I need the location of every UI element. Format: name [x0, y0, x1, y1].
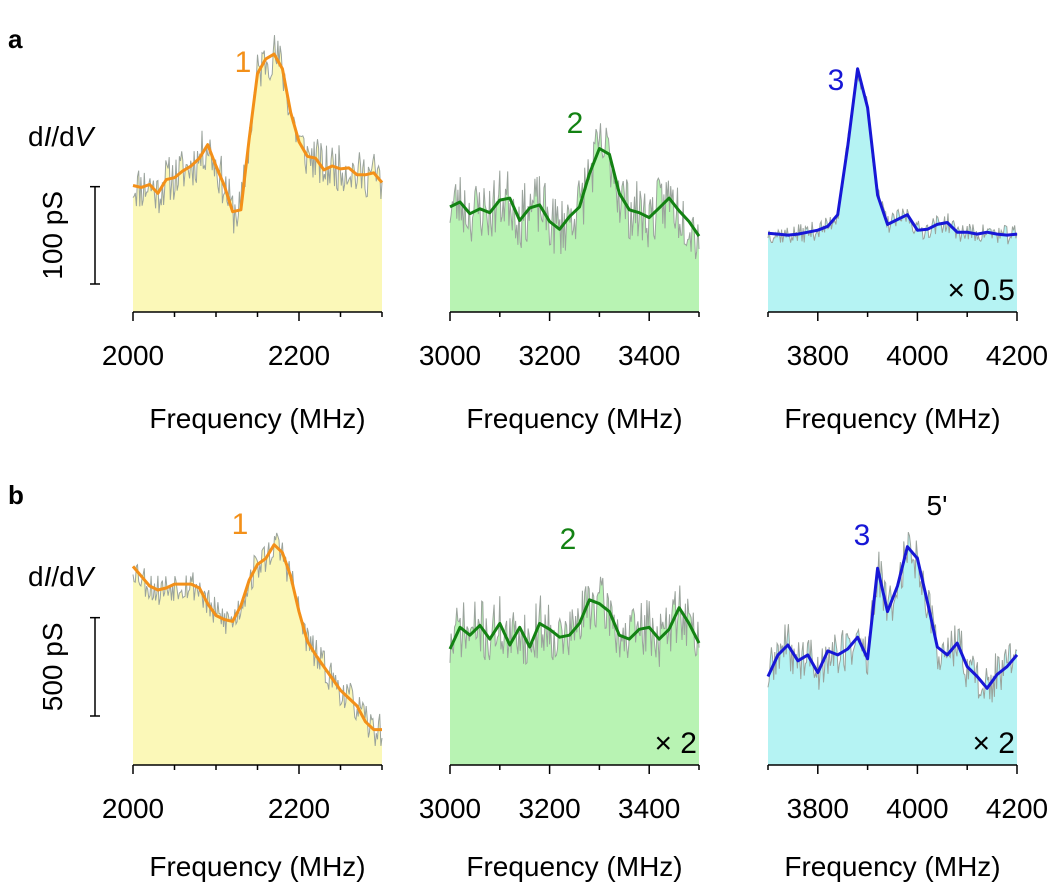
x-tick-label-a-3-3800: 3800 [787, 340, 849, 371]
multiplier-b-2: × 2 [654, 727, 697, 760]
x-tick-label-b-3-4200: 4200 [986, 793, 1048, 824]
y-axis-label-part-a-1-0: d [28, 121, 44, 152]
series-line-b-1 [131, 543, 382, 732]
peak-label-b-3: 3 [854, 519, 871, 552]
x-tick-label-a-3-4200: 4200 [986, 340, 1048, 371]
series-line-a-2 [449, 147, 701, 237]
fill-area-a-2 [450, 123, 699, 312]
series-line-b-3 [766, 545, 1019, 690]
x-axis-label-b-1: Frequency (MHz) [149, 851, 365, 882]
x-axis-label-a-3: Frequency (MHz) [784, 403, 1000, 434]
y-axis-label-part-a-1-2: /d [51, 121, 74, 152]
chart-a-3: 3800 4000 4200 Frequency (MHz) 3 × 0.5 [767, 64, 1048, 434]
x-axis-label-b-3: Frequency (MHz) [784, 851, 1000, 882]
y-axis-label-part-a-1-3: V [75, 121, 96, 152]
x-tick-label-a-2-3400: 3400 [618, 340, 680, 371]
chart-a-2: 3000 3200 3400 Frequency (MHz) 2 [419, 107, 701, 434]
x-tick-label-b-1-2200: 2200 [268, 793, 330, 824]
chart-a-1: 2000 2200 Frequency (MHz) 1 100 pS dI/dV [28, 35, 384, 434]
peak-label-b-2: 2 [560, 523, 577, 556]
raw-trace-a-1 [132, 35, 383, 234]
x-tick-label-a-2-3200: 3200 [518, 340, 580, 371]
fill-area-a-3 [768, 69, 1017, 313]
scale-bar-label-a-1: 100 pS [37, 191, 68, 280]
panel-b-label: b [8, 480, 24, 510]
multiplier-a-3: × 0.5 [947, 274, 1015, 307]
peak-label-a-3: 3 [828, 64, 845, 97]
x-tick-label-a-3-4000: 4000 [886, 340, 948, 371]
y-axis-label-a-1: dI/dV [28, 121, 96, 152]
chart-b-3: 3800 4000 4200 Frequency (MHz) 3 5' × 2 [766, 490, 1048, 882]
x-tick-label-b-3-4000: 4000 [886, 793, 948, 824]
multiplier-b-3: × 2 [972, 727, 1015, 760]
x-tick-label-a-2-3000: 3000 [419, 340, 481, 371]
x-tick-label-b-3-3800: 3800 [787, 793, 849, 824]
x-tick-label-b-2-3400: 3400 [618, 793, 680, 824]
chart-b-2: 3000 3200 3400 Frequency (MHz) 2 × 2 [419, 523, 701, 882]
y-axis-label-part-b-1-2: /d [51, 561, 74, 592]
peak-label-a-2: 2 [567, 107, 584, 140]
y-axis-label-part-a-1-1: I [44, 121, 52, 152]
x-tick-label-b-2-3000: 3000 [419, 793, 481, 824]
scale-bar-label-b-1: 500 pS [37, 622, 68, 711]
fill-area-b-3 [768, 532, 1017, 765]
y-axis-label-b-1: dI/dV [28, 561, 96, 592]
series-line-b-2 [448, 598, 701, 650]
x-axis-label-a-2: Frequency (MHz) [466, 403, 682, 434]
panel-a-label: a [8, 24, 23, 54]
x-tick-label-a-1-2000: 2000 [102, 340, 164, 371]
peak-label-a-1: 1 [235, 46, 252, 79]
y-axis-label-part-b-1-0: d [28, 561, 44, 592]
y-axis-label-part-b-1-1: I [44, 561, 52, 592]
x-tick-label-b-2-3200: 3200 [518, 793, 580, 824]
peak-label-2-b-3: 5' [927, 490, 948, 521]
chart-b-1: 2000 2200 Frequency (MHz) 1 500 pS dI/dV [28, 508, 383, 882]
series-line-a-1 [132, 52, 384, 214]
raw-trace-a-2 [449, 123, 700, 260]
series-line-a-3 [767, 67, 1018, 237]
x-axis-label-a-1: Frequency (MHz) [149, 403, 365, 434]
y-axis-label-part-b-1-3: V [75, 561, 96, 592]
peak-label-b-1: 1 [232, 508, 249, 541]
x-tick-label-a-1-2200: 2200 [268, 340, 330, 371]
x-axis-label-b-2: Frequency (MHz) [466, 851, 682, 882]
fill-area-a-1 [133, 35, 382, 312]
x-tick-label-b-1-2000: 2000 [102, 793, 164, 824]
